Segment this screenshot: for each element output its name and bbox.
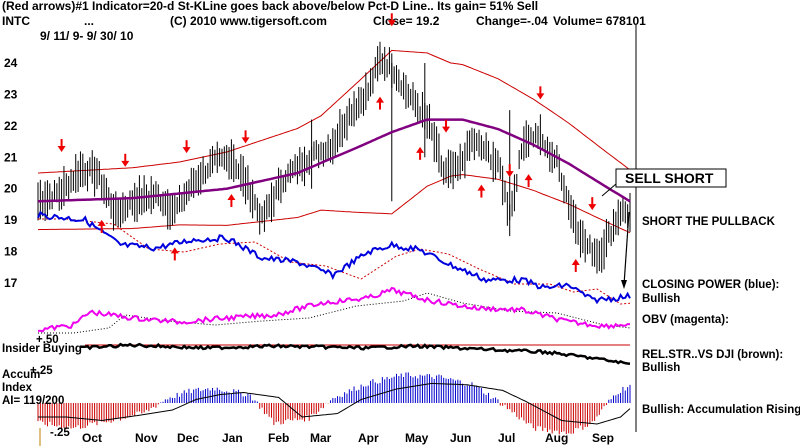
- sell-arrow-head: [57, 146, 66, 152]
- buy-arrow-head: [477, 184, 486, 191]
- y-axis-ticks: 24 23 22 21 20 19 18 17: [4, 56, 18, 290]
- y-tick-label: 20: [4, 182, 18, 196]
- buy-arrow-head: [571, 258, 580, 265]
- relstr-label: REL.STR..VS DJI (brown):: [642, 349, 783, 361]
- pullback-pointer: [623, 211, 630, 286]
- buy-arrow-head: [227, 194, 236, 200]
- y-tick-label: 17: [4, 276, 18, 290]
- moving-average: [37, 118, 631, 203]
- dots-label: ...: [84, 14, 94, 28]
- accum-state: Bullish: Accumulation Rising: [642, 404, 800, 416]
- month-label: Feb: [268, 431, 289, 445]
- month-label: May: [405, 431, 429, 445]
- obv-ma: [38, 292, 631, 334]
- y-tick-label: 22: [4, 119, 18, 133]
- ai-label: AI= 119/200: [2, 395, 64, 407]
- month-label: Apr: [358, 431, 379, 445]
- closing-power: [37, 210, 631, 305]
- obv-label: OBV (magenta):: [642, 314, 729, 326]
- closing-power-label: CLOSING POWER (blue):: [642, 279, 779, 291]
- plus25-label: +.25: [30, 365, 53, 377]
- sell-arrow-head: [387, 20, 396, 27]
- x-axis-months: Oct Nov Dec Jan Feb Mar Apr May Jun Jul Aug Sep: [82, 431, 614, 445]
- indicator-title: (Red arrows)#1 Indicator=20-d St-KLine g…: [2, 0, 538, 13]
- close-label: Close= 19.2: [373, 14, 440, 28]
- month-label: Sep: [592, 431, 614, 445]
- short-pullback-label: SHORT THE PULLBACK: [642, 216, 776, 228]
- relstr-state: Bullish: [642, 362, 680, 374]
- insider-line: [80, 342, 631, 365]
- accum-ma: [38, 382, 631, 425]
- sell-arrow-head: [536, 93, 545, 100]
- y-tick-label: 18: [4, 245, 18, 259]
- month-label: Aug: [545, 431, 568, 445]
- obv: [37, 286, 630, 333]
- signal-arrows: [57, 13, 597, 272]
- buy-arrow-head: [416, 146, 425, 153]
- relstr-line: [80, 342, 631, 365]
- accum-label: Accum: [2, 369, 40, 381]
- month-label: Jan: [222, 431, 243, 445]
- plus50-label: +.50: [36, 334, 59, 346]
- sell-arrow-head: [442, 126, 451, 133]
- month-label: Oct: [82, 431, 102, 445]
- obv-line: [37, 286, 631, 334]
- y-tick-label: 23: [4, 87, 18, 101]
- sell-arrow-head: [241, 137, 250, 144]
- ma-line: [37, 118, 631, 203]
- sell-short-box: [615, 168, 727, 188]
- date-range-label: 9/ 11/ 9- 9/ 30/ 10: [40, 29, 134, 43]
- upper-band: [37, 49, 631, 174]
- sell-arrow-head: [505, 171, 514, 178]
- accumulation-histogram: [37, 372, 631, 435]
- insider-buying-label: Insider Buying: [2, 343, 82, 355]
- sell-short-pointer: [601, 183, 617, 197]
- y-tick-label: 21: [4, 150, 18, 164]
- y-tick-label: 19: [4, 213, 18, 227]
- envelope-bands: [37, 49, 631, 234]
- sell-arrow-head: [121, 160, 130, 167]
- sell-arrow-head: [182, 147, 191, 154]
- month-label: Nov: [135, 431, 158, 445]
- buy-arrow-head: [170, 247, 179, 254]
- pullback-arrowhead: [621, 280, 627, 289]
- closing-power-state: Bullish: [642, 293, 680, 305]
- change-label: Change=-.04: [476, 14, 548, 28]
- symbol-label: INTC: [2, 14, 30, 28]
- buy-arrow-head: [524, 174, 533, 181]
- price-bars: [37, 41, 631, 274]
- volume-label: Volume= 678101: [553, 14, 646, 28]
- closing-power-line: [37, 210, 631, 305]
- sell-short-label: SELL SHORT: [625, 170, 714, 186]
- closing-power-ma: [38, 218, 631, 305]
- month-label: Jun: [450, 431, 471, 445]
- minus25-label: -.25: [50, 427, 70, 439]
- month-label: Mar: [310, 431, 332, 445]
- buy-arrow-head: [375, 96, 384, 103]
- copyright-label: (C) 2010 www.tigersoft.com: [170, 14, 327, 28]
- month-label: Jul: [498, 431, 515, 445]
- y-tick-label: 24: [4, 56, 18, 70]
- lower-band: [37, 174, 631, 234]
- buy-arrow-head: [97, 219, 106, 226]
- index-label: Index: [2, 382, 33, 394]
- month-label: Dec: [177, 431, 199, 445]
- sell-arrow-head: [588, 204, 597, 211]
